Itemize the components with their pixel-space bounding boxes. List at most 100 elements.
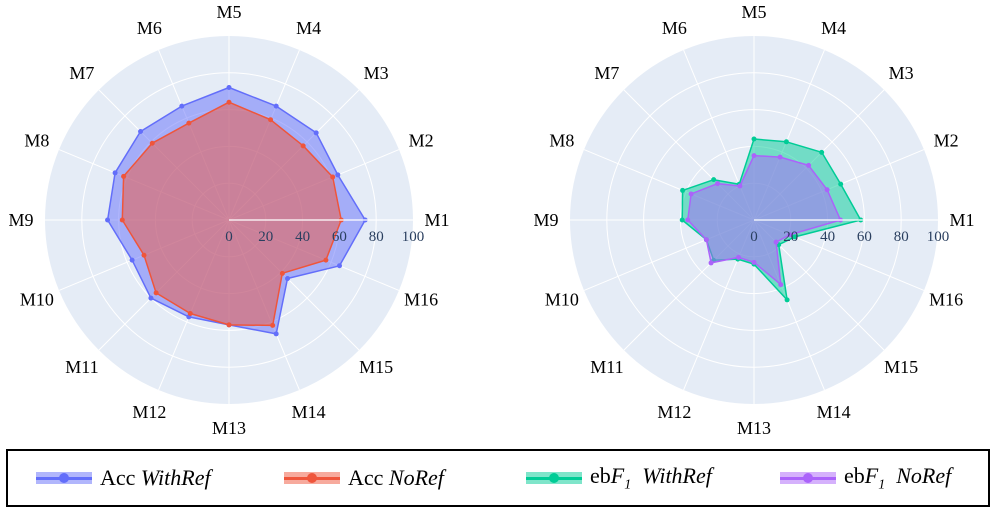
data-point — [784, 297, 790, 303]
data-point — [273, 331, 279, 337]
data-point — [105, 217, 111, 223]
category-label: M15 — [359, 357, 393, 377]
category-label: M5 — [741, 2, 766, 22]
category-label: M6 — [137, 18, 162, 38]
category-label: M4 — [296, 18, 321, 38]
radial-tick-label: 20 — [258, 229, 273, 245]
data-point — [751, 259, 757, 265]
radial-tick-label: 100 — [402, 229, 425, 245]
data-point — [300, 143, 306, 149]
legend: Acc WithRef Acc NoRef ebF1 WithRef ebF1 … — [6, 449, 990, 507]
data-point — [751, 153, 757, 159]
legend-swatch — [526, 468, 582, 488]
legend-item-ebf1-noref: ebF1 NoRef — [780, 451, 951, 505]
category-label: M3 — [364, 63, 389, 83]
radial-tick-label: 80 — [894, 229, 909, 245]
data-point — [129, 257, 135, 263]
data-point — [138, 129, 144, 135]
data-point — [121, 173, 127, 179]
legend-item-ebf1-withref: ebF1 WithRef — [526, 451, 712, 505]
data-point — [149, 140, 155, 146]
radial-tick-label: 60 — [332, 229, 347, 245]
data-point — [285, 276, 291, 282]
category-label: M10 — [545, 290, 579, 310]
legend-label: ebF1 NoRef — [844, 462, 952, 493]
radial-tick-label: 40 — [820, 229, 835, 245]
category-label: M15 — [884, 357, 918, 377]
data-point — [708, 260, 714, 266]
category-label: M3 — [889, 63, 914, 83]
category-label: M5 — [216, 2, 241, 22]
category-label: M9 — [8, 210, 33, 230]
category-label: M10 — [20, 290, 54, 310]
data-point — [777, 154, 783, 160]
data-point — [819, 149, 825, 155]
data-point — [336, 263, 342, 269]
data-point — [273, 103, 279, 109]
data-point — [112, 170, 118, 176]
data-point — [148, 295, 154, 301]
category-label: M13 — [212, 418, 246, 438]
data-point — [335, 172, 341, 178]
data-point — [187, 310, 193, 316]
data-point — [736, 254, 742, 260]
category-label: M2 — [934, 130, 959, 150]
data-point — [792, 234, 798, 240]
data-point — [688, 191, 694, 197]
radial-tick-label: 40 — [295, 229, 310, 245]
data-point — [313, 130, 319, 136]
data-point — [711, 177, 717, 183]
category-label: M2 — [409, 130, 434, 150]
data-point — [330, 174, 336, 180]
legend-item-acc-withref: Acc WithRef — [36, 451, 211, 505]
data-point — [226, 99, 232, 105]
category-label: M7 — [69, 63, 94, 83]
data-point — [737, 183, 743, 189]
legend-label: Acc WithRef — [100, 465, 211, 490]
category-label: M13 — [737, 418, 771, 438]
category-label: M4 — [821, 18, 846, 38]
radial-tick-label: 20 — [783, 229, 798, 245]
data-point — [806, 162, 812, 168]
data-point — [680, 187, 686, 193]
data-point — [773, 239, 779, 245]
data-point — [715, 181, 721, 187]
category-label: M11 — [65, 357, 98, 377]
data-point — [323, 257, 329, 263]
radial-tick-label: 0 — [750, 229, 758, 245]
data-point — [838, 181, 844, 187]
legend-item-acc-noref: Acc NoRef — [284, 451, 444, 505]
data-point — [703, 237, 709, 243]
legend-label: ebF1 WithRef — [590, 462, 712, 493]
data-point — [226, 85, 232, 91]
data-point — [119, 217, 125, 223]
category-label: M9 — [533, 210, 558, 230]
category-label: M16 — [929, 290, 963, 310]
data-point — [226, 322, 232, 328]
category-label: M6 — [662, 18, 687, 38]
data-point — [751, 136, 757, 142]
category-label: M8 — [24, 130, 49, 150]
data-point — [153, 290, 159, 296]
data-point — [824, 187, 830, 193]
legend-label: Acc NoRef — [348, 465, 444, 490]
radial-tick-label: 0 — [225, 229, 233, 245]
category-label: M1 — [949, 210, 974, 230]
category-label: M8 — [549, 130, 574, 150]
data-point — [279, 270, 285, 276]
data-point — [783, 139, 789, 145]
radial-tick-label: 80 — [369, 229, 384, 245]
radial-tick-label: 60 — [857, 229, 872, 245]
data-point — [179, 103, 185, 109]
category-label: M12 — [657, 402, 691, 422]
data-point — [778, 282, 784, 288]
category-label: M14 — [817, 402, 851, 422]
legend-swatch — [284, 468, 340, 488]
figure: 0 20 40 60 80 100 M1 M2 M3 M4 M5 M6 M7 M8 M9 M10 M11 M12 M… — [8, 2, 974, 438]
category-label: M7 — [594, 63, 619, 83]
legend-swatch — [36, 468, 92, 488]
data-point — [787, 232, 793, 238]
data-point — [685, 217, 691, 223]
